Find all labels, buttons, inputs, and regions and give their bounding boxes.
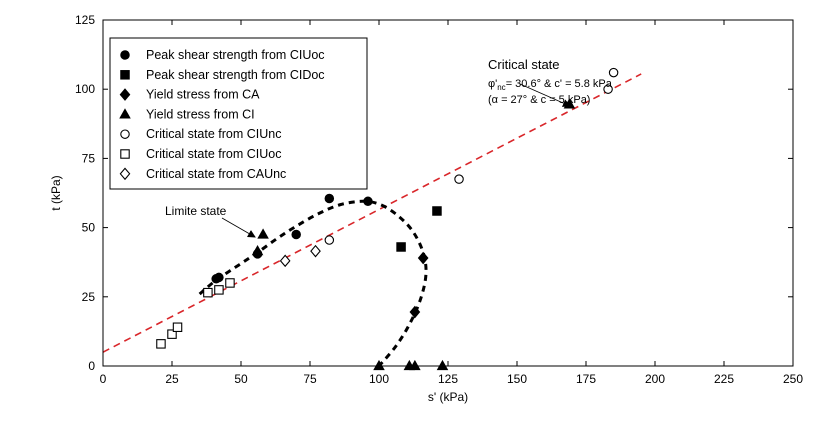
legend-marker [120,70,130,80]
legend: Peak shear strength from CIUoc Peak shear… [109,37,368,190]
series-5-point [156,339,166,349]
y-tick-label: 50 [82,221,96,235]
phi-subscript: nc [497,83,505,92]
legend-marker [119,88,131,101]
x-tick-label: 200 [645,372,665,386]
legend-label: Critical state from CIUnc [146,127,281,141]
series-4-point [603,84,613,94]
x-tick-label: 150 [507,372,527,386]
legend-label: Critical state from CAUnc [146,167,286,181]
series-4-point [608,67,619,78]
critical-state-line [102,73,642,353]
series-0-point [363,196,373,207]
y-tick-label: 0 [88,359,95,373]
x-tick-label: 25 [165,372,179,386]
series-1-point [432,206,442,216]
series-6-point [310,244,321,258]
critical-state-arrow [519,83,571,107]
x-tick-label: 100 [369,372,389,386]
legend-label: Peak shear strength from CIDoc [146,68,325,82]
series-5-point [203,287,213,298]
critical-state-phi: φ'nc= 30.6° & c' = 5.8 kPa [488,78,613,92]
series-4-point [324,235,335,245]
series-1-point [396,242,406,252]
series-5-point [172,322,183,332]
series-6-point [279,254,291,268]
series-3-point [257,228,269,239]
y-tick-label: 25 [82,290,96,304]
series-2-point [417,251,429,265]
x-tick-label: 175 [576,372,596,386]
legend-label: Yield stress from CA [146,88,260,102]
legend-item: Critical state from CIUoc [120,147,281,161]
critical-state-annotation: Critical state φ'nc= 30.6° & c' = 5.8 kP… [488,57,613,107]
limite-state-annotation: Limite state [165,204,256,238]
limite-state-arrow [221,217,256,238]
legend-marker [119,108,131,119]
legend-label: Critical state from CIUoc [146,147,281,161]
legend-item: Peak shear strength from CIDoc [120,68,325,82]
series-3-point [436,359,449,371]
series-5-point [225,278,235,288]
legend-item: Critical state from CIUnc [120,127,281,141]
legend-label: Yield stress from CI [146,107,255,121]
critical-state-title: Critical state [488,57,560,72]
critical-state-alpha: (α = 27° & c = 5 kPa) [488,94,590,106]
legend-label: Peak shear strength from CIUoc [146,48,325,62]
x-tick-label: 0 [100,372,107,386]
series-3-point [409,359,421,371]
x-tick-label: 250 [783,372,803,386]
data-points [156,67,619,371]
x-tick-label: 75 [303,372,317,386]
legend-item: Yield stress from CI [119,107,255,121]
y-tick-label: 125 [75,13,95,27]
legend-item: Yield stress from CA [119,88,260,102]
series-0-point [324,193,335,204]
legend-item: Critical state from CAUnc [119,167,286,181]
series-3-point [251,244,264,256]
x-tick-label: 50 [234,372,248,386]
x-tick-label: 225 [714,372,734,386]
series-0-point [214,272,224,283]
series-3-point [373,359,385,371]
y-axis-label: t (kPa) [49,175,63,210]
y-tick-label: 100 [75,82,95,96]
series-0-point [291,229,301,240]
phi-symbol: φ' [488,78,497,90]
legend-item: Peak shear strength from CIUoc [120,48,325,62]
series-4-point [454,174,464,184]
legend-marker [120,149,130,159]
x-tick-label: 125 [438,372,458,386]
series-5-point [214,285,224,295]
legend-marker [120,50,130,60]
series-2-point [409,305,421,319]
series-5-point [167,329,177,339]
y-tick-label: 75 [82,151,96,165]
limite-state-label: Limite state [165,204,227,218]
legend-marker [119,167,131,181]
x-axis-label: s' (kPa) [428,390,468,404]
phi-text: = 30.6° & c' = 5.8 kPa [506,78,613,90]
legend-marker [120,129,130,139]
axes: 0 25 50 75 100 125 150 175 200 225 250 0 25 50 75 100 12… [49,13,803,404]
legend-box [109,37,368,190]
